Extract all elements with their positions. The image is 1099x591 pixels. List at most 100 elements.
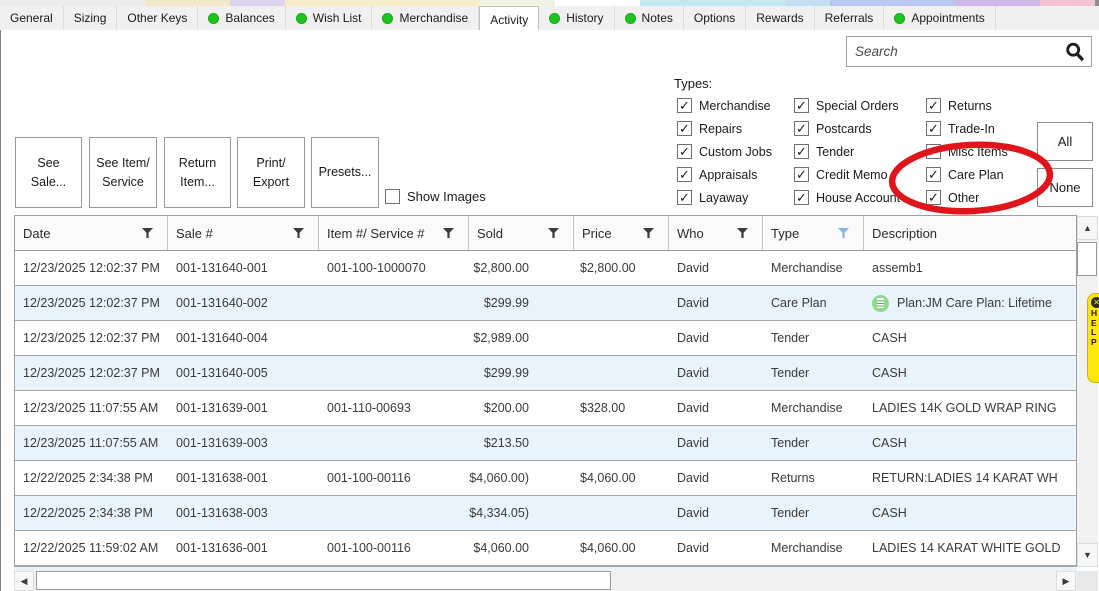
filter-funnel-icon[interactable] (142, 228, 153, 238)
cell-sale: 001-131639-003 (168, 426, 319, 460)
filter-funnel-icon[interactable] (443, 228, 454, 238)
type-filter-appraisals: ✓ Appraisals (677, 163, 772, 186)
checkbox-merchandise[interactable]: ✓ (677, 98, 692, 113)
tab-merchandise[interactable]: Merchandise (372, 6, 480, 30)
help-close-icon[interactable]: ✕ (1091, 297, 1099, 308)
cell-text: 001-100-00116 (327, 471, 411, 485)
column-header-sale[interactable]: Sale # (168, 216, 319, 250)
column-header-description[interactable]: Description (864, 216, 1076, 250)
tab-history[interactable]: History (539, 6, 615, 30)
table-row[interactable]: 12/23/2025 12:02:37 PM 001-131640-005 $299… (15, 356, 1076, 391)
vertical-scroll-thumb[interactable] (1077, 242, 1097, 276)
cell-text: $2,989.00 (473, 331, 529, 345)
tab-rewards[interactable]: Rewards (746, 6, 815, 30)
cell-price (574, 496, 669, 530)
cell-text: $4,060.00 (473, 541, 529, 555)
cell-who: David (669, 496, 763, 530)
tab-notes[interactable]: Notes (614, 6, 684, 30)
table-row[interactable]: 12/23/2025 12:02:37 PM 001-131640-004 $2,9… (15, 321, 1076, 356)
table-row-partial (14, 566, 1077, 571)
checkbox-house-account[interactable]: ✓ (794, 190, 809, 205)
checkbox-repairs[interactable]: ✓ (677, 121, 692, 136)
column-header-sold[interactable]: Sold (469, 216, 574, 250)
checkbox-credit-memo[interactable]: ✓ (794, 167, 809, 182)
cell-sold: $299.99 (469, 286, 574, 320)
checkbox-appraisals[interactable]: ✓ (677, 167, 692, 182)
checkbox-special-orders[interactable]: ✓ (794, 98, 809, 113)
filter-funnel-icon[interactable] (548, 228, 559, 238)
filter-funnel-icon[interactable] (643, 228, 654, 238)
scroll-down-button[interactable]: ▼ (1077, 543, 1098, 567)
search-icon[interactable] (1064, 41, 1086, 63)
select-all-types-button[interactable]: All (1037, 122, 1093, 161)
tab-activity[interactable]: Activity (479, 6, 540, 32)
table-row[interactable]: 12/22/2025 11:59:02 AM 001-131636-001 001-… (15, 531, 1076, 566)
horizontal-scroll-thumb[interactable] (36, 571, 611, 590)
cell-text: Merchandise (771, 261, 843, 275)
background-tab-strip (0, 0, 1099, 6)
tab-label: Rewards (756, 11, 804, 25)
help-slide-tab[interactable]: ✕ H E L P (1087, 293, 1099, 383)
cell-desc: CASH (864, 426, 1076, 460)
cell-text: 001-131640-005 (176, 366, 268, 380)
table-row[interactable]: 12/22/2025 2:34:38 PM 001-131638-001 001-1… (15, 461, 1076, 496)
checkbox-postcards[interactable]: ✓ (794, 121, 809, 136)
checkbox-misc-items[interactable]: ✓ (926, 144, 941, 159)
scroll-left-button[interactable]: ◀ (14, 571, 34, 591)
column-header-price[interactable]: Price (574, 216, 669, 250)
filter-funnel-icon[interactable] (293, 228, 304, 238)
horizontal-scrollbar[interactable]: ◀ ▶ (14, 571, 1098, 591)
status-dot-icon (549, 12, 561, 24)
column-header-item-service[interactable]: Item #/ Service # (319, 216, 469, 250)
cell-price (574, 426, 669, 460)
column-header-date[interactable]: Date (15, 216, 168, 250)
cell-text: 12/22/2025 2:34:38 PM (23, 471, 153, 485)
search-input[interactable] (847, 37, 1064, 66)
tab-other-keys[interactable]: Other Keys (117, 6, 199, 30)
checkbox-care-plan[interactable]: ✓ (926, 167, 941, 182)
checkbox-other[interactable]: ✓ (926, 190, 941, 205)
show-images-checkbox[interactable] (385, 189, 400, 204)
column-header-who[interactable]: Who (669, 216, 763, 250)
type-filter-tender: ✓ Tender (794, 140, 900, 163)
cell-type: Tender (763, 321, 864, 355)
checkbox-tender[interactable]: ✓ (794, 144, 809, 159)
table-row[interactable]: 12/23/2025 11:07:55 AM 001-131639-003 $213… (15, 426, 1076, 461)
type-filter-house-account: ✓ House Account (794, 186, 900, 209)
table-row[interactable]: 12/22/2025 2:34:38 PM 001-131638-003 ($4,3… (15, 496, 1076, 531)
tab-general[interactable]: General (0, 6, 64, 30)
scroll-up-button[interactable]: ▲ (1077, 216, 1098, 240)
type-filter-repairs: ✓ Repairs (677, 117, 772, 140)
select-none-types-button[interactable]: None (1037, 168, 1093, 207)
tab-sizing[interactable]: Sizing (63, 6, 118, 30)
cell-text: Tender (771, 331, 810, 345)
checkbox-trade-in[interactable]: ✓ (926, 121, 941, 136)
checkbox-custom-jobs[interactable]: ✓ (677, 144, 692, 159)
print-export-button[interactable]: Print/ Export (237, 137, 305, 208)
table-row[interactable]: 12/23/2025 12:02:37 PM 001-131640-001 001-… (15, 251, 1076, 286)
see-item-service-button[interactable]: See Item/ Service (89, 137, 157, 208)
tab-appointments[interactable]: Appointments (884, 6, 996, 30)
scroll-right-button[interactable]: ▶ (1056, 571, 1076, 591)
table-row[interactable]: 12/23/2025 12:02:37 PM 001-131640-002 $299… (15, 286, 1076, 321)
cell-text: 001-110-00693 (327, 401, 411, 415)
type-filter-credit-memo: ✓ Credit Memo (794, 163, 900, 186)
tab-label: Balances (225, 11, 275, 25)
tab-options[interactable]: Options (683, 6, 747, 30)
vertical-scrollbar[interactable]: ▲ ▼ (1077, 216, 1098, 567)
type-filter-special-orders: ✓ Special Orders (794, 94, 900, 117)
see-sale-button[interactable]: See Sale... (15, 137, 82, 208)
filter-funnel-icon[interactable] (737, 228, 748, 238)
tab-referrals[interactable]: Referrals (814, 6, 885, 30)
tab-balances[interactable]: Balances (198, 6, 286, 30)
tab-wish-list[interactable]: Wish List (285, 6, 373, 30)
presets-button[interactable]: Presets... (311, 137, 379, 208)
checkbox-returns[interactable]: ✓ (926, 98, 941, 113)
checkbox-layaway[interactable]: ✓ (677, 190, 692, 205)
table-row[interactable]: 12/23/2025 11:07:55 AM 001-131639-001 001-… (15, 391, 1076, 426)
cell-desc: CASH (864, 321, 1076, 355)
return-item-button[interactable]: Return Item... (164, 137, 231, 208)
filter-funnel-icon[interactable] (838, 228, 849, 238)
cell-type: Merchandise (763, 531, 864, 565)
column-header-type[interactable]: Type (763, 216, 864, 250)
